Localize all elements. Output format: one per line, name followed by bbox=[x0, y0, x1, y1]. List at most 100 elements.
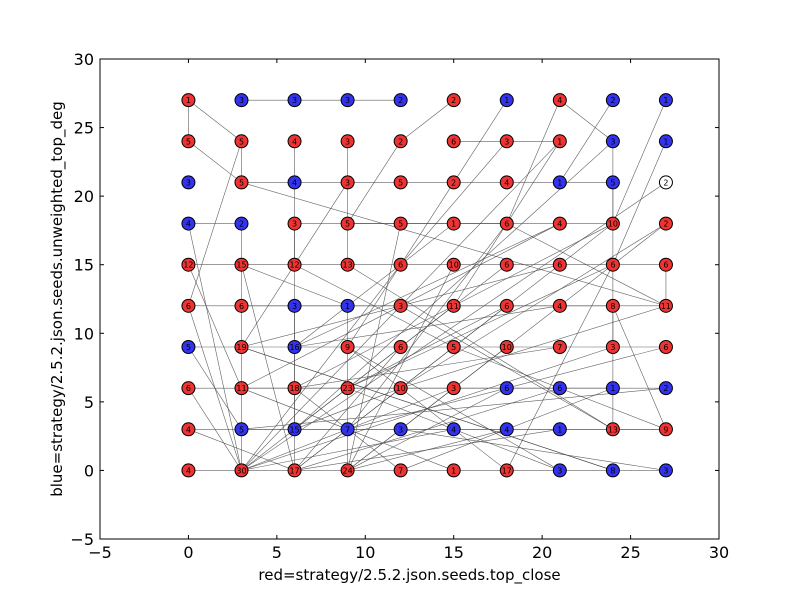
node-red: 3 bbox=[340, 175, 355, 190]
node-label: 2 bbox=[451, 178, 456, 187]
node-point bbox=[393, 257, 408, 272]
node-point bbox=[287, 93, 302, 108]
node-point bbox=[499, 93, 514, 108]
node-label: 3 bbox=[610, 343, 615, 352]
node-blue: 4 bbox=[181, 216, 196, 231]
node-label: 13 bbox=[343, 261, 353, 270]
node-red: 6 bbox=[499, 298, 514, 313]
node-label: 19 bbox=[236, 343, 246, 352]
node-point bbox=[552, 340, 567, 354]
node-point bbox=[499, 463, 514, 478]
node-label: 18 bbox=[289, 384, 299, 393]
edge-line bbox=[400, 99, 454, 142]
node-point bbox=[234, 463, 249, 478]
node-point bbox=[234, 134, 249, 149]
node-blue: 15 bbox=[287, 422, 302, 437]
y-tick-label: 10 bbox=[74, 324, 94, 343]
node-red: 2 bbox=[658, 216, 673, 231]
node-label: 7 bbox=[398, 466, 403, 475]
node-blue: 3 bbox=[393, 422, 408, 437]
node-red: 4 bbox=[287, 134, 302, 149]
node-label: 2 bbox=[398, 96, 403, 105]
node-point bbox=[181, 134, 196, 149]
node-point bbox=[658, 340, 673, 354]
node-red: 4 bbox=[499, 175, 514, 190]
node-label: 4 bbox=[451, 425, 456, 434]
node-label: 1 bbox=[663, 96, 668, 105]
node-label: 4 bbox=[504, 178, 509, 187]
node-red: 9 bbox=[340, 340, 355, 354]
node-label: 6 bbox=[504, 261, 509, 270]
node-label: 6 bbox=[663, 343, 668, 352]
node-red: 5 bbox=[234, 175, 249, 190]
node-point bbox=[605, 216, 620, 231]
node-point bbox=[605, 257, 620, 272]
node-point bbox=[234, 340, 249, 354]
node-blue: 6 bbox=[552, 381, 567, 396]
node-blue: 3 bbox=[234, 93, 249, 108]
node-label: 10 bbox=[608, 220, 618, 229]
edge-line bbox=[400, 428, 666, 471]
node-point bbox=[499, 216, 514, 231]
y-axis-title: blue=strategy/2.5.2.json.seeds.unweighte… bbox=[48, 101, 67, 497]
node-label: 3 bbox=[345, 137, 350, 146]
node-label: 1 bbox=[610, 384, 615, 393]
node-red: 11 bbox=[234, 381, 249, 396]
node-point bbox=[552, 216, 567, 231]
node-red: 6 bbox=[446, 134, 461, 149]
edge-line bbox=[612, 305, 667, 430]
node-point bbox=[446, 175, 461, 190]
node-blue: 1 bbox=[340, 298, 355, 313]
node-point bbox=[393, 93, 408, 108]
node-label: 5 bbox=[186, 343, 191, 352]
x-tick-label: −5 bbox=[88, 543, 112, 562]
edge-line bbox=[241, 428, 454, 471]
node-red: 5 bbox=[393, 216, 408, 231]
node-point bbox=[605, 340, 620, 354]
node-red: 4 bbox=[552, 298, 567, 313]
node-label: 4 bbox=[292, 178, 297, 187]
node-point bbox=[234, 298, 249, 313]
node-label: 4 bbox=[557, 302, 562, 311]
node-label: 1 bbox=[557, 137, 562, 146]
node-label: 5 bbox=[239, 137, 244, 146]
node-point bbox=[234, 175, 249, 190]
node-label: 24 bbox=[343, 466, 353, 475]
node-point bbox=[393, 298, 408, 313]
node-red: 6 bbox=[499, 257, 514, 272]
node-label: 13 bbox=[608, 425, 618, 434]
node-blue: 1 bbox=[605, 381, 620, 396]
node-point bbox=[393, 340, 408, 354]
node-point bbox=[605, 298, 620, 313]
node-point bbox=[499, 381, 514, 396]
node-label: 2 bbox=[663, 220, 668, 229]
node-label: 11 bbox=[449, 302, 459, 311]
node-blue: 3 bbox=[605, 134, 620, 149]
node-label: 8 bbox=[610, 466, 615, 475]
node-red: 8 bbox=[605, 298, 620, 313]
node-point bbox=[181, 216, 196, 231]
node-red: 11 bbox=[658, 298, 673, 313]
node-blue: 1 bbox=[658, 134, 673, 149]
node-point bbox=[605, 134, 620, 149]
node-point bbox=[340, 340, 355, 354]
node-blue: 3 bbox=[287, 298, 302, 313]
node-point bbox=[658, 93, 673, 108]
node-blue: 3 bbox=[287, 93, 302, 108]
node-point bbox=[393, 381, 408, 396]
node-red: 10 bbox=[393, 381, 408, 396]
node-red: 6 bbox=[393, 257, 408, 272]
edge-line bbox=[241, 264, 348, 307]
edge-line bbox=[241, 264, 401, 471]
node-label: 3 bbox=[504, 137, 509, 146]
node-point bbox=[181, 340, 196, 354]
node-label: 16 bbox=[289, 343, 299, 352]
node-point bbox=[234, 93, 249, 108]
edge-line bbox=[188, 141, 242, 183]
node-point bbox=[340, 257, 355, 272]
node-label: 6 bbox=[663, 261, 668, 270]
node-label: 1 bbox=[345, 302, 350, 311]
node-label: 6 bbox=[504, 302, 509, 311]
node-point bbox=[393, 422, 408, 437]
node-blue: 4 bbox=[287, 175, 302, 190]
